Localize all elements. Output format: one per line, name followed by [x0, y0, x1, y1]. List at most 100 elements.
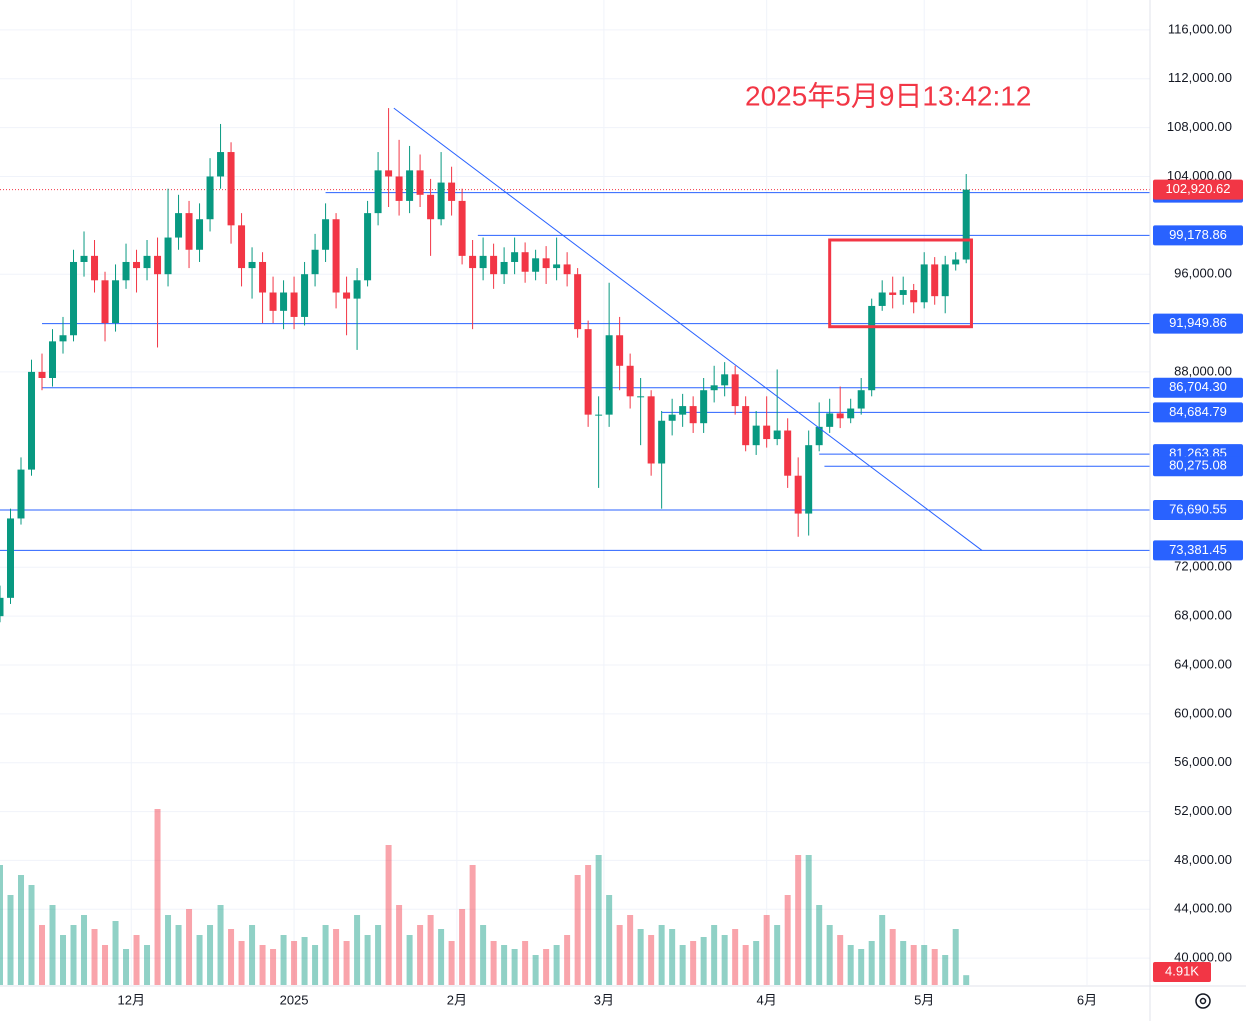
candle-body	[668, 414, 676, 421]
candle-body	[164, 237, 172, 275]
highlight-box	[828, 238, 973, 329]
settings-icon-center[interactable]	[1199, 997, 1207, 1005]
volume-bar	[564, 935, 571, 985]
volume-bar	[385, 845, 392, 985]
volume-bar	[354, 915, 361, 985]
volume-bar	[417, 925, 424, 985]
axis: 116,000.00 112,000.00 108,000.00 104,000.00…	[118, 21, 1243, 1007]
overlay	[393, 107, 983, 551]
volume-bar	[0, 865, 3, 985]
candle-body	[80, 255, 88, 262]
candle-body	[38, 371, 46, 379]
candle-body	[154, 255, 162, 275]
candle-body	[143, 255, 151, 269]
candle-body	[826, 413, 834, 427]
candle-body	[448, 182, 456, 201]
volume-bar	[49, 905, 56, 985]
y-tick-label: 96,000.00	[1174, 266, 1232, 281]
y-tick-label: 48,000.00	[1174, 852, 1232, 867]
candle-body	[364, 213, 372, 281]
x-tick-label: 12月	[118, 992, 145, 1007]
candle-body	[290, 292, 298, 317]
candle-body	[28, 371, 36, 470]
volume-pane	[0, 809, 970, 985]
volume-bar	[7, 895, 14, 985]
grid	[0, 0, 1150, 985]
volume-bar	[364, 935, 371, 985]
candle-body	[626, 365, 634, 397]
candle-body	[269, 292, 277, 311]
volume-bar	[585, 865, 592, 985]
candle-body	[122, 261, 130, 281]
volume-bar	[763, 915, 770, 985]
candle-body	[332, 219, 340, 293]
candle-body	[742, 406, 750, 446]
volume-bar	[952, 929, 959, 985]
volume-bar	[102, 945, 109, 985]
level-label-box	[1153, 456, 1243, 477]
candle-body	[532, 258, 540, 272]
volume-bar	[112, 921, 119, 985]
volume-bar	[154, 809, 161, 985]
level-label-box	[1153, 500, 1243, 521]
volume-bar	[406, 935, 413, 985]
candle-body	[311, 249, 319, 275]
volume-bar	[648, 935, 655, 985]
candle-body	[773, 430, 781, 440]
level-label-box	[1153, 313, 1243, 334]
volume-bar	[28, 885, 35, 985]
candle-body	[406, 170, 414, 201]
volume-bar	[280, 935, 287, 985]
candle-body	[574, 274, 582, 330]
candle-body	[710, 385, 718, 391]
candle-body	[731, 374, 739, 407]
candle-body	[931, 264, 939, 297]
candle-body	[469, 255, 477, 269]
last-price-box	[1153, 179, 1243, 200]
volume-bar	[658, 925, 665, 985]
volume-bar	[805, 855, 812, 985]
volume-bar	[249, 925, 256, 985]
y-tick-label: 52,000.00	[1174, 803, 1232, 818]
candle-body	[658, 420, 666, 464]
candle-body	[784, 430, 792, 476]
candle-body	[878, 292, 886, 306]
volume-bar	[553, 945, 560, 985]
volume-bar	[133, 935, 140, 985]
candle-body	[941, 264, 949, 297]
volume-bar	[175, 925, 182, 985]
volume-bar	[312, 945, 319, 985]
level-label: 86,704.30	[1169, 379, 1227, 394]
volume-bar	[774, 925, 781, 985]
volume-bar	[18, 875, 25, 985]
settings-icon[interactable]	[1195, 993, 1211, 1009]
y-tick-label: 108,000.00	[1167, 119, 1232, 134]
level-label: 80,275.08	[1169, 458, 1227, 473]
volume-bar	[784, 895, 791, 985]
volume-bar	[742, 945, 749, 985]
candle-body	[70, 261, 78, 336]
volume-bar	[39, 925, 46, 985]
candle-body	[343, 292, 351, 299]
candle-body	[679, 406, 687, 415]
volume-bar	[879, 915, 886, 985]
candle-body	[805, 445, 813, 514]
y-tick-label: 104,000.00	[1167, 168, 1232, 183]
y-tick-label: 56,000.00	[1174, 754, 1232, 769]
candle-body	[847, 408, 855, 419]
level-label: 84,684.79	[1169, 404, 1227, 419]
volume-bar	[501, 945, 508, 985]
volume-bar	[942, 955, 949, 985]
volume-bar	[238, 941, 245, 985]
volume-bar	[889, 929, 896, 985]
volume-bar	[532, 955, 539, 985]
candle-body	[910, 290, 918, 303]
volume-bar	[123, 949, 130, 985]
volume-bar	[921, 945, 928, 985]
level-label-box	[1153, 540, 1243, 561]
settings-button[interactable]	[1195, 993, 1211, 1009]
y-tick-label: 68,000.00	[1174, 608, 1232, 623]
volume-bar	[60, 935, 67, 985]
candle-body	[0, 597, 4, 617]
candle-body	[605, 335, 613, 415]
